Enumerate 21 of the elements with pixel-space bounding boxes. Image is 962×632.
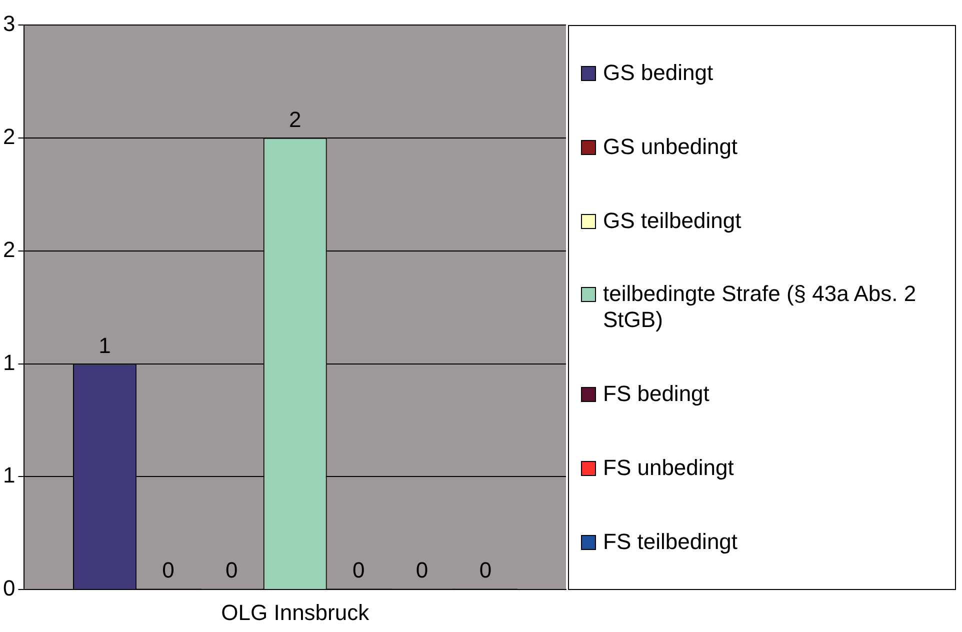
data-label: 0 [162,558,174,583]
data-label: 0 [479,558,492,583]
legend-label: GS teilbedingt [603,208,742,234]
legend-label: FS bedingt [603,381,710,408]
y-tick-label: 1 [2,462,16,488]
legend-label: teilbedingte Strafe (§ 43a Abs. 2 StGB) [603,281,918,334]
legend-label: GS bedingt [603,60,714,86]
legend-label: GS unbedingt [603,134,738,160]
y-tick-label: 3 [2,11,16,36]
y-tick-label: 1 [2,350,16,375]
y-tick-label: 2 [2,124,16,149]
data-label: 1 [98,332,111,358]
y-tick-label: 2 [2,236,16,262]
legend-label: FS teilbedingt [603,528,738,555]
data-label: 0 [352,558,365,583]
data-label: 0 [416,558,428,583]
data-label: 0 [226,558,238,583]
x-tick-label: OLG Innsbruck [221,600,370,625]
legend-label: FS unbedingt [603,455,734,482]
data-label: 2 [288,106,302,132]
y-tick-label: 0 [2,576,16,601]
